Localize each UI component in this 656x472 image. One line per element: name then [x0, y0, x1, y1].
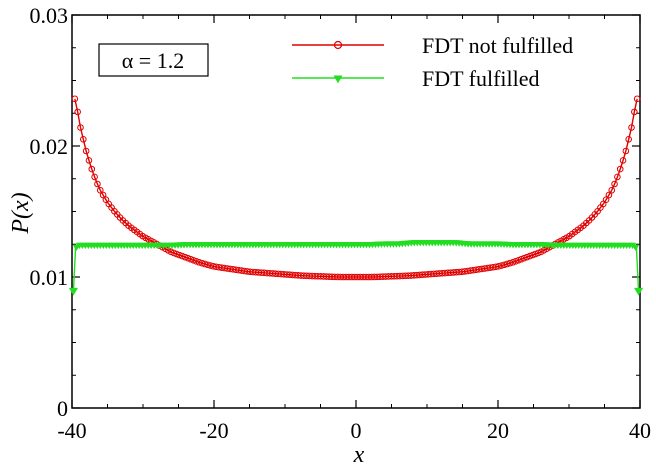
x-tick-label: 20 [487, 418, 509, 443]
data-point [529, 251, 536, 259]
x-axis-ticks: -40 -20 0 20 40 [57, 15, 651, 443]
data-point [193, 258, 200, 265]
data-point [181, 253, 189, 261]
data-point [512, 258, 519, 265]
legend-item: FDT not fulfilled [292, 33, 573, 58]
series-1 [71, 95, 641, 281]
x-tick-label: -20 [199, 418, 228, 443]
series-2 [68, 240, 644, 296]
y-tick-label: 0.01 [30, 265, 69, 290]
data-point [80, 135, 87, 143]
data-point [526, 252, 534, 260]
x-axis-title: x [353, 442, 365, 467]
series-line [72, 242, 640, 292]
x-tick-label: 0 [351, 418, 362, 443]
data-point [631, 108, 638, 116]
legend-label: FDT fulfilled [422, 66, 540, 91]
data-point [184, 254, 192, 262]
y-axis-ticks: 0 0.01 0.02 0.03 [30, 3, 640, 421]
data-point [518, 255, 525, 263]
legend-label: FDT not fulfilled [422, 33, 573, 58]
data-point [187, 255, 194, 263]
y-tick-label: 0.02 [30, 134, 69, 159]
data-point [633, 95, 641, 103]
legend-item: FDT fulfilled [292, 66, 540, 91]
data-point [190, 256, 197, 264]
legend: FDT not fulfilled FDT fulfilled [292, 33, 573, 91]
data-point [178, 252, 186, 260]
data-point [77, 124, 84, 131]
data-point [509, 259, 517, 266]
annotation-text: α = 1.2 [122, 48, 184, 73]
data-point [602, 196, 610, 204]
data-point [170, 249, 178, 257]
data-point [173, 250, 180, 258]
data-point [520, 254, 528, 262]
data-point [94, 180, 101, 188]
data-point [85, 157, 93, 164]
data-point-end [68, 287, 78, 296]
data-point [99, 191, 107, 199]
data-point [74, 108, 81, 116]
x-tick-label: -40 [57, 418, 86, 443]
data-point [515, 256, 522, 264]
data-point [506, 259, 514, 267]
legend-marker [333, 75, 343, 84]
data-point [523, 253, 531, 261]
data-point [91, 173, 98, 181]
y-tick-label: 0 [57, 396, 68, 421]
series-line [74, 98, 638, 278]
x-tick-label: 40 [629, 418, 651, 443]
data-point [96, 186, 104, 194]
data-point [608, 186, 616, 194]
data-point [619, 157, 627, 164]
data-point [611, 180, 618, 188]
data-point [625, 135, 632, 143]
data-point [631, 244, 640, 252]
annotation-frame [98, 43, 209, 77]
data-point [71, 95, 79, 103]
data-point [628, 124, 635, 131]
y-tick-label: 0.03 [30, 3, 69, 28]
legend-marker [333, 40, 343, 50]
data-point [88, 165, 96, 173]
series-layer [68, 95, 644, 296]
data-point [614, 173, 621, 181]
data-point [82, 147, 90, 155]
y-axis-title: P(x) [8, 192, 34, 234]
data-point [532, 250, 539, 258]
data-point [605, 191, 613, 199]
data-point [616, 165, 624, 173]
data-point [622, 147, 630, 155]
data-point-end [634, 287, 644, 296]
annotation-box: α = 1.2 [98, 43, 209, 77]
data-point [176, 251, 183, 259]
